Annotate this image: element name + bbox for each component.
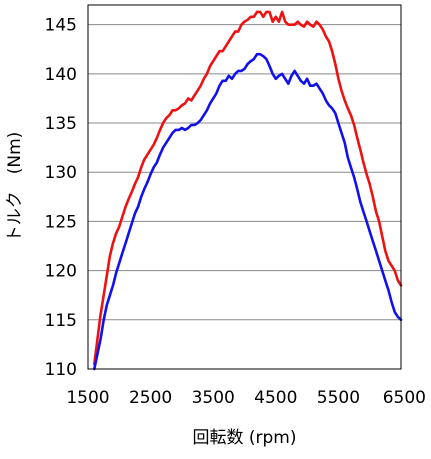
series-lines (93, 10, 403, 371)
y-tick-label: 145 (45, 16, 77, 36)
x-tick-label: 5500 (317, 388, 360, 408)
plot-frame (87, 4, 402, 370)
y-tick-label: 115 (45, 311, 77, 331)
x-tick-label: 2500 (129, 388, 172, 408)
x-tick-label: 1500 (66, 388, 109, 408)
series-line-blue (93, 52, 403, 371)
series-line-red (93, 10, 403, 366)
x-tick-labels: 1500 2500 3500 4500 5500 6500 (66, 388, 426, 408)
y-tick-label: 135 (45, 114, 77, 134)
y-axis-title: トルク (Nm) (5, 132, 25, 243)
y-tick-labels: 110 115 120 125 130 135 140 145 (45, 16, 77, 380)
y-tick-label: 130 (45, 163, 77, 183)
x-tick-label: 3500 (192, 388, 235, 408)
x-axis-title: 回転数 (rpm) (192, 428, 296, 448)
y-tick-label: 120 (45, 262, 77, 282)
y-tick-label: 110 (45, 360, 77, 380)
x-tick-label: 6500 (383, 388, 426, 408)
x-tick-label: 4500 (254, 388, 297, 408)
y-tick-label: 140 (45, 65, 77, 85)
y-tick-label: 125 (45, 212, 77, 232)
